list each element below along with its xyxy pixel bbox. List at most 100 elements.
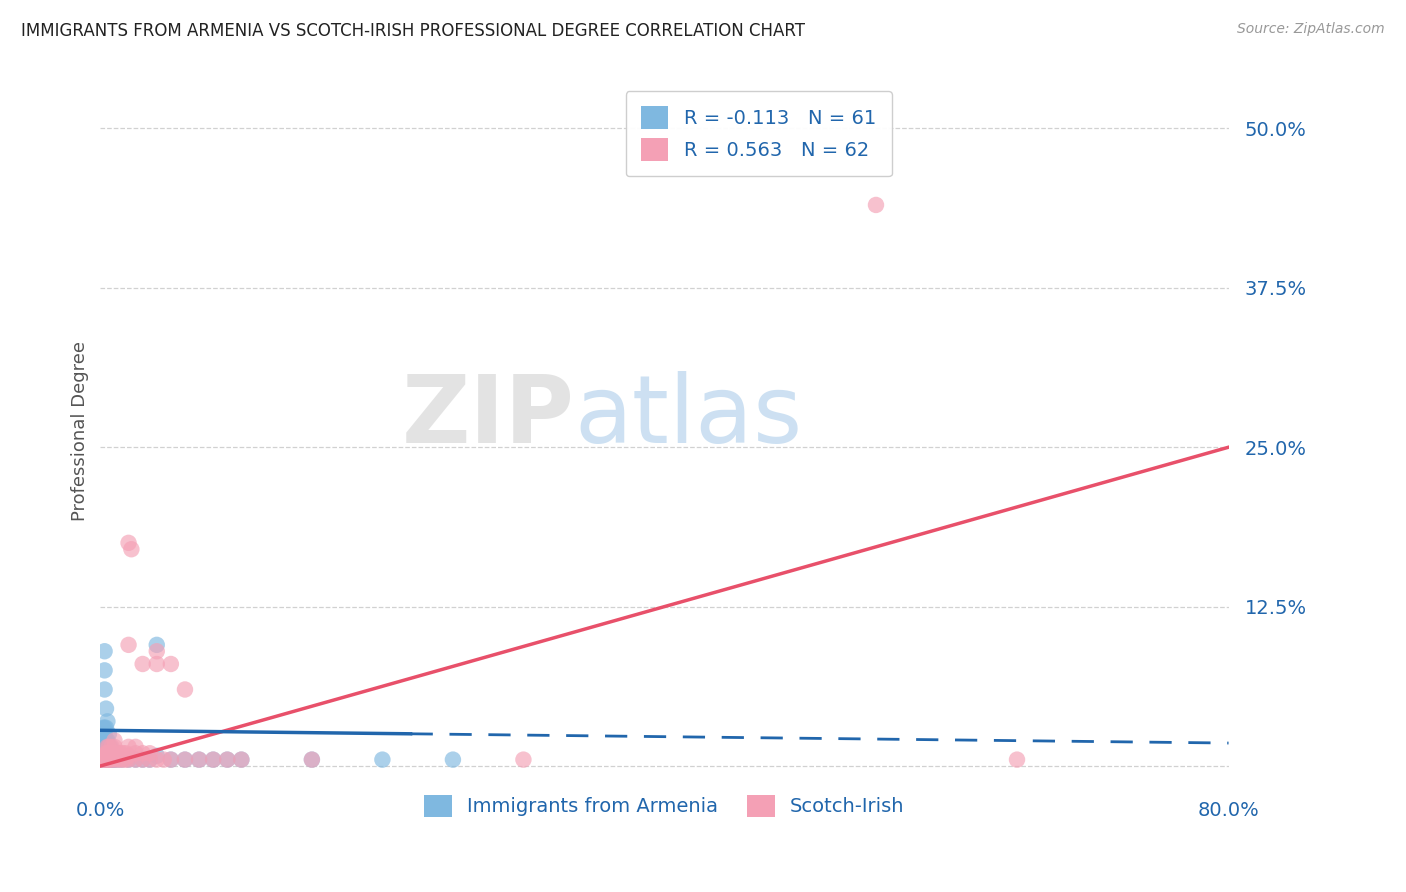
Point <box>103 753 125 767</box>
Point <box>100 748 122 763</box>
Point <box>124 746 146 760</box>
Point <box>97 753 120 767</box>
Point <box>145 657 167 671</box>
Point <box>97 746 120 760</box>
Point <box>117 753 139 767</box>
Point <box>111 746 134 760</box>
Point <box>94 748 117 763</box>
Point <box>114 746 136 760</box>
Point <box>105 753 128 767</box>
Text: ZIP: ZIP <box>401 371 574 463</box>
Point <box>94 748 117 763</box>
Point <box>124 753 146 767</box>
Point <box>117 536 139 550</box>
Point <box>93 753 115 767</box>
Point <box>111 753 134 767</box>
Point <box>91 744 114 758</box>
Point <box>103 748 125 763</box>
Point <box>94 744 117 758</box>
Point <box>145 753 167 767</box>
Point <box>105 746 128 760</box>
Point <box>103 739 125 754</box>
Point <box>96 753 118 767</box>
Point <box>131 657 153 671</box>
Point <box>114 753 136 767</box>
Point <box>174 682 197 697</box>
Point <box>231 753 253 767</box>
Point <box>301 753 323 767</box>
Point <box>96 748 118 763</box>
Text: Source: ZipAtlas.com: Source: ZipAtlas.com <box>1237 22 1385 37</box>
Point <box>91 748 114 763</box>
Point <box>153 753 176 767</box>
Point <box>97 739 120 754</box>
Point <box>301 753 323 767</box>
Point <box>865 198 887 212</box>
Point <box>93 744 115 758</box>
Point <box>188 753 211 767</box>
Point <box>202 753 225 767</box>
Text: atlas: atlas <box>574 371 803 463</box>
Point <box>101 753 124 767</box>
Point <box>91 721 114 735</box>
Point <box>93 721 115 735</box>
Point <box>100 753 122 767</box>
Point <box>124 753 146 767</box>
Point <box>93 736 115 750</box>
Point <box>138 746 160 760</box>
Point <box>145 638 167 652</box>
Point <box>90 739 112 754</box>
Point <box>100 753 122 767</box>
Point <box>94 746 117 760</box>
Point <box>96 714 118 729</box>
Point <box>96 746 118 760</box>
Point <box>103 733 125 747</box>
Point <box>96 739 118 754</box>
Point <box>160 657 183 671</box>
Point <box>110 753 132 767</box>
Point <box>94 753 117 767</box>
Point <box>91 727 114 741</box>
Point <box>93 727 115 741</box>
Point <box>103 748 125 763</box>
Point <box>91 753 114 767</box>
Point <box>217 753 239 767</box>
Point <box>100 744 122 758</box>
Point <box>98 739 121 754</box>
Point <box>94 753 117 767</box>
Point <box>441 753 464 767</box>
Point <box>202 753 225 767</box>
Point <box>145 644 167 658</box>
Point <box>96 753 118 767</box>
Point <box>97 727 120 741</box>
Point <box>97 753 120 767</box>
Point <box>93 664 115 678</box>
Point <box>103 753 125 767</box>
Point <box>94 701 117 715</box>
Point <box>131 753 153 767</box>
Point <box>96 739 118 754</box>
Point <box>217 753 239 767</box>
Legend: Immigrants from Armenia, Scotch-Irish: Immigrants from Armenia, Scotch-Irish <box>416 787 912 825</box>
Point <box>93 753 115 767</box>
Point <box>90 746 112 760</box>
Point <box>117 753 139 767</box>
Point <box>93 748 115 763</box>
Point <box>131 753 153 767</box>
Text: IMMIGRANTS FROM ARMENIA VS SCOTCH-IRISH PROFESSIONAL DEGREE CORRELATION CHART: IMMIGRANTS FROM ARMENIA VS SCOTCH-IRISH … <box>21 22 806 40</box>
Point <box>105 753 128 767</box>
Point <box>108 753 131 767</box>
Point <box>94 733 117 747</box>
Point <box>131 746 153 760</box>
Point <box>108 746 131 760</box>
Point <box>371 753 394 767</box>
Point <box>93 682 115 697</box>
Point <box>101 748 124 763</box>
Point <box>231 753 253 767</box>
Point <box>174 753 197 767</box>
Point <box>90 733 112 747</box>
Point <box>97 746 120 760</box>
Point <box>98 746 121 760</box>
Point <box>90 753 112 767</box>
Point <box>100 739 122 754</box>
